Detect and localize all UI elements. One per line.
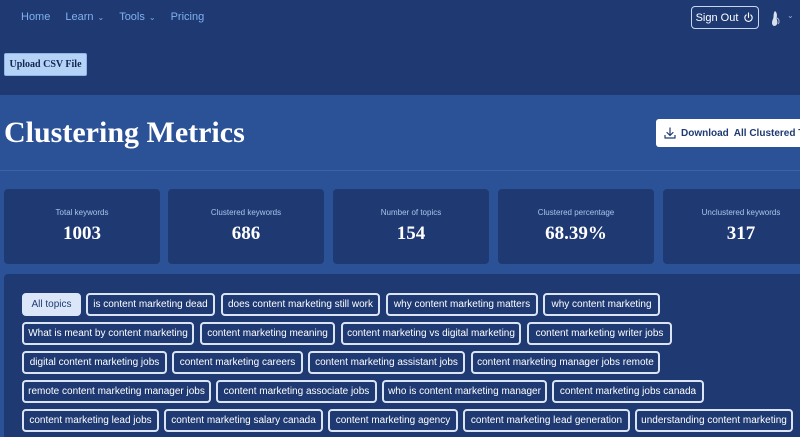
chevron-down-icon: ⌄ (97, 12, 105, 22)
upload-csv-button[interactable]: Upload CSV File (4, 53, 87, 76)
nav-tools-label: Tools (119, 11, 145, 23)
topic-tag[interactable]: content marketing lead generation (463, 409, 630, 432)
download-clustered-topics-button[interactable]: Download All Clustered Top (656, 119, 800, 147)
nav-learn[interactable]: Learn ⌄ (65, 11, 104, 23)
metric-value: 317 (726, 223, 756, 244)
metric-label: Unclustered keywords (701, 208, 781, 217)
nav-pricing[interactable]: Pricing (171, 11, 205, 23)
topic-tag[interactable]: why content marketing (543, 293, 660, 316)
topic-tag[interactable]: digital content marketing jobs (22, 351, 167, 374)
chevron-down-icon: ⌄ (148, 12, 156, 22)
topic-tag[interactable]: content marketing vs digital marketing (341, 322, 521, 345)
upload-csv-label: Upload CSV File (9, 59, 82, 70)
sign-out-label: Sign Out (695, 11, 739, 24)
metric-label: Total keywords (55, 208, 109, 217)
topic-tag-label: does content marketing still work (227, 299, 374, 310)
metric-value: 154 (396, 223, 426, 244)
topic-tag-label: content marketing vs digital marketing (347, 328, 515, 339)
topic-tag-label: content marketing lead generation (470, 415, 623, 426)
topic-tag-label: remote content marketing manager jobs (28, 386, 205, 397)
metric-card-number-of-topics: Number of topics 154 (333, 189, 489, 264)
topic-tag-all[interactable]: All topics (22, 293, 81, 316)
metric-value: 68.39% (545, 223, 607, 244)
metric-value: 1003 (63, 223, 101, 244)
topic-tag[interactable]: content marketing assistant jobs (308, 351, 465, 374)
topic-tag-label: content marketing jobs canada (559, 386, 697, 397)
topic-tag[interactable]: content marketing lead jobs (22, 409, 159, 432)
metric-card-total-keywords: Total keywords 1003 (4, 189, 160, 264)
topic-tag-label: why content marketing (551, 299, 652, 310)
metric-value: 686 (231, 223, 261, 244)
topic-tag[interactable]: content marketing writer jobs (527, 322, 672, 345)
metric-card-unclustered-keywords: Unclustered keywords 317 (663, 189, 800, 264)
topic-tag[interactable]: who is content marketing manager (382, 380, 547, 403)
user-avatar-icon[interactable] (768, 9, 782, 27)
metric-label: Clustered percentage (537, 208, 615, 217)
nav-home-label: Home (21, 11, 51, 23)
divider (0, 170, 800, 171)
topic-tag[interactable]: content marketing careers (172, 351, 303, 374)
topic-tag-label: content marketing lead jobs (29, 415, 152, 426)
topic-tag-label: who is content marketing manager (388, 386, 541, 397)
topic-tag-label: why content marketing matters (393, 299, 531, 310)
topic-tag-label: content marketing writer jobs (535, 328, 664, 339)
top-navbar: Home Learn ⌄ Tools ⌄ Pricing Sign Out ⌄ (0, 0, 800, 36)
topic-tag[interactable]: is content marketing dead (86, 293, 215, 316)
topic-tag-label: is content marketing dead (93, 299, 208, 310)
topic-tag[interactable]: content marketing meaning (200, 322, 335, 345)
nav-tools[interactable]: Tools ⌄ (119, 11, 155, 23)
nav-pricing-label: Pricing (170, 11, 205, 23)
nav-home[interactable]: Home (21, 11, 50, 23)
page-title: Clustering Metrics (4, 116, 245, 149)
topic-tag-label: What is meant by content marketing (28, 328, 188, 339)
topic-tag[interactable]: does content marketing still work (221, 293, 380, 316)
download-prefix: Download (681, 127, 729, 139)
topic-tag-label: content marketing careers (179, 357, 296, 368)
metric-label: Number of topics (380, 208, 442, 217)
metric-card-clustered-percentage: Clustered percentage 68.39% (498, 189, 654, 264)
chevron-down-icon[interactable]: ⌄ (787, 11, 794, 20)
download-icon (664, 127, 676, 139)
topic-tag-label: content marketing agency (335, 415, 451, 426)
main-nav: Home Learn ⌄ Tools ⌄ Pricing (21, 11, 219, 23)
topic-tag[interactable]: remote content marketing manager jobs (22, 380, 211, 403)
topic-tag[interactable]: content marketing jobs canada (552, 380, 704, 403)
topic-tag[interactable]: understanding content marketing (635, 409, 793, 432)
topic-tag-label: content marketing manager jobs remote (477, 357, 654, 368)
topic-tag[interactable]: why content marketing matters (386, 293, 538, 316)
topic-tag-label: understanding content marketing (641, 415, 787, 426)
topic-tag-label: content marketing meaning (207, 328, 328, 339)
metric-label: Clustered keywords (210, 208, 282, 217)
topic-tag[interactable]: content marketing agency (328, 409, 458, 432)
topic-tag-label: content marketing assistant jobs (315, 357, 458, 368)
metric-card-clustered-keywords: Clustered keywords 686 (168, 189, 324, 264)
topic-tag[interactable]: content marketing associate jobs (216, 380, 377, 403)
topic-tag-label: content marketing salary canada (171, 415, 316, 426)
topic-tag[interactable]: content marketing salary canada (164, 409, 323, 432)
power-icon (744, 12, 754, 23)
topic-tag-label: All topics (31, 299, 72, 310)
sign-out-button[interactable]: Sign Out (691, 6, 759, 29)
topic-tag-label: digital content marketing jobs (29, 357, 160, 368)
topic-tag-label: content marketing associate jobs (223, 386, 370, 397)
topic-tag[interactable]: What is meant by content marketing (22, 322, 194, 345)
download-label: All Clustered Top (733, 127, 800, 139)
topic-tag[interactable]: content marketing manager jobs remote (471, 351, 660, 374)
nav-learn-label: Learn (65, 11, 94, 23)
